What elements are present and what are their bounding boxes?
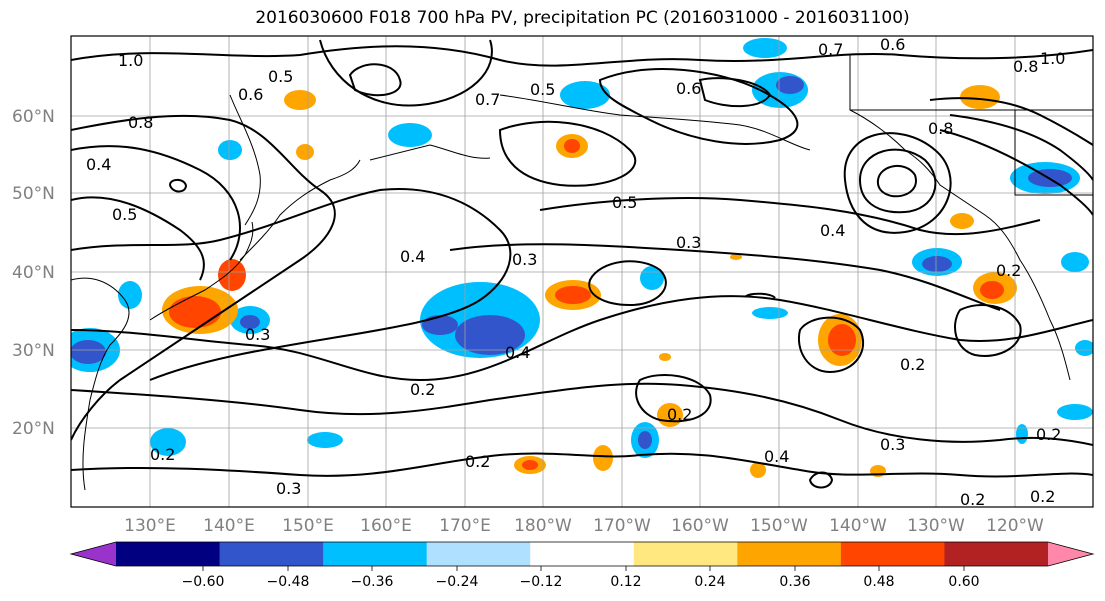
coastlines [71,55,1093,491]
contour-label: 0.3 [276,479,301,498]
colorbar-min-extension [71,542,116,566]
contour-label: 0.2 [667,405,692,424]
contour-label: 0.3 [512,250,537,269]
colorbar-segment [840,542,945,566]
colorbar-tick: −0.60 [182,574,225,590]
contour-label: 0.6 [880,35,905,54]
contour-label: 0.6 [238,85,263,104]
contour-label: 1.0 [118,51,143,70]
map-title: 2016030600 F018 700 hPa PV, precipitatio… [255,8,910,28]
lon-label: 170°W [593,516,651,536]
lat-label: 30°N [12,341,55,361]
colorbar-tick: 0.60 [948,574,979,590]
contour-label: 0.2 [960,490,985,509]
lon-label: 160°W [671,516,729,536]
contour-label: 0.4 [505,343,530,362]
contour-labels: 1.0 0.5 0.8 0.6 0.7 0.5 0.6 0.7 0.8 0.6 … [86,35,1065,509]
colorbar-tick: −0.36 [351,574,394,590]
contour-label: 0.2 [465,452,490,471]
lon-label: 180°W [514,516,572,536]
gridlines [71,36,1093,507]
pv-contours [71,39,1093,489]
lon-label: 150°W [750,516,808,536]
lon-label: 170°E [439,516,491,536]
longitude-labels: 130°E 140°E 150°E 160°E 170°E 180°W 170°… [124,516,1044,536]
contour-label: 0.4 [400,247,425,266]
contour-label: 0.5 [530,80,555,99]
lon-label: 130°W [907,516,965,536]
contour-label: 0.2 [1030,487,1055,506]
lon-label: 150°E [282,516,334,536]
precip-shading [71,38,1093,478]
colorbar-segment [426,542,531,566]
lat-label: 40°N [12,263,55,283]
lon-label: 160°E [360,516,412,536]
colorbar-tick: −0.12 [520,574,563,590]
colorbar-tick: 0.12 [610,574,641,590]
contour-label: 0.2 [900,355,925,374]
contour-label: 0.5 [112,205,137,224]
contour-label: 0.3 [676,233,701,252]
colorbar-tick: 0.24 [694,574,725,590]
colorbar-segment [530,542,635,566]
colorbar-outline [69,541,1095,567]
contour-label: 0.4 [820,221,845,240]
contour-label: 0.4 [86,155,111,174]
contour-label: 0.2 [1036,425,1061,444]
contour-label: 0.8 [928,119,953,138]
contour-label: 0.2 [996,261,1021,280]
colorbar-segment [944,542,1049,566]
contour-label: 0.5 [612,193,637,212]
lon-label: 140°E [203,516,255,536]
lat-label: 60°N [12,107,55,127]
colorbar: −0.60 −0.48 −0.36 −0.24 −0.12 0.12 0.24 … [69,541,1095,590]
lon-label: 120°W [986,516,1044,536]
colorbar-segment [323,542,428,566]
contour-label: 0.2 [150,445,175,464]
colorbar-max-extension [1048,542,1093,566]
colorbar-segment [737,542,842,566]
lat-label: 20°N [12,419,55,439]
colorbar-segment [116,542,221,566]
contour-label: 0.4 [764,447,789,466]
contour-label: 0.5 [268,67,293,86]
colorbar-tick: 0.36 [779,574,810,590]
contour-label: 0.7 [475,90,500,109]
contour-label: 0.8 [128,113,153,132]
colorbar-tick: 0.48 [863,574,894,590]
contour-label: 0.2 [410,380,435,399]
colorbar-segment [219,542,324,566]
colorbar-segment [633,542,738,566]
contour-label: 0.6 [676,79,701,98]
lon-label: 140°W [829,516,887,536]
colorbar-tick: −0.48 [267,574,310,590]
colorbar-tick: −0.24 [436,574,479,590]
contour-label: 0.3 [245,325,270,344]
map-border [70,35,1094,508]
contour-label: 0.8 [1013,57,1038,76]
latitude-labels: 60°N 50°N 40°N 30°N 20°N [12,107,55,439]
contour-label: 0.3 [880,435,905,454]
contour-label: 0.7 [818,40,843,59]
lon-label: 130°E [124,516,176,536]
lat-label: 50°N [12,184,55,204]
contour-label: 1.0 [1040,49,1065,68]
